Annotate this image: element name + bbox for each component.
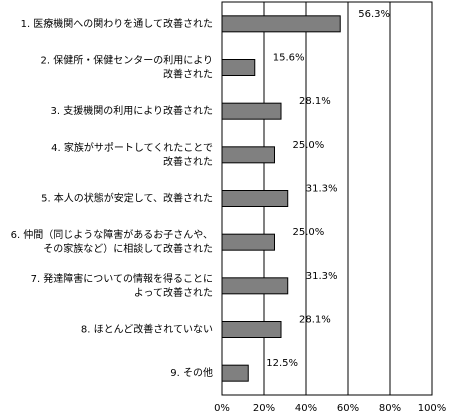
x-tick-label: 60% (337, 403, 359, 414)
bar (221, 277, 289, 295)
category-label: 2. 保健所・保健センターの利用により (40, 54, 213, 67)
value-label: 31.3% (306, 184, 338, 195)
bar (221, 146, 275, 164)
bar (221, 233, 275, 251)
value-label: 25.0% (293, 140, 325, 151)
x-tick-label: 0% (214, 403, 230, 414)
label-layer: 0% 20% 40% 60% 80% 100% 56.3% 1. 医療機関への関わりを通して改… (11, 9, 447, 414)
value-label: 12.5% (266, 358, 298, 369)
category-label: 4. 家族がサポートしてくれたことで (51, 141, 213, 154)
bar (221, 102, 282, 120)
category-label: 1. 医療機関への関わりを通して改善された (21, 17, 213, 30)
category-label: 7. 発達障害についての情報を得ることに (31, 272, 213, 285)
category-label: 改善された (163, 68, 213, 81)
category-label: その家族など）に相談して改善された (43, 242, 213, 255)
value-label: 28.1% (299, 96, 331, 107)
x-tick-label: 40% (295, 403, 317, 414)
value-label: 15.6% (273, 53, 305, 64)
category-label: 8. ほとんど改善されていない (81, 323, 213, 336)
category-label: 6. 仲間（同じような障害があるお子さんや、 (11, 228, 213, 241)
value-label: 25.0% (293, 227, 325, 238)
category-label: 9. その他 (170, 366, 213, 379)
bar-layer (221, 15, 341, 382)
bar (221, 59, 256, 76)
x-tick-label: 20% (253, 403, 275, 414)
category-label: 改善された (163, 155, 213, 168)
bar (221, 364, 249, 382)
x-tick-label: 100% (418, 403, 447, 414)
bar (221, 15, 341, 33)
x-tick-label: 80% (379, 403, 401, 414)
category-label: よって改善された (134, 286, 213, 299)
category-label: 3. 支援機関の利用により改善された (50, 104, 213, 117)
value-label: 28.1% (299, 315, 331, 326)
value-label: 31.3% (306, 271, 338, 282)
category-label: 5. 本人の状態が安定して、改善された (41, 192, 213, 205)
bar (221, 321, 282, 338)
value-label: 56.3% (358, 9, 390, 20)
bar (221, 190, 289, 207)
